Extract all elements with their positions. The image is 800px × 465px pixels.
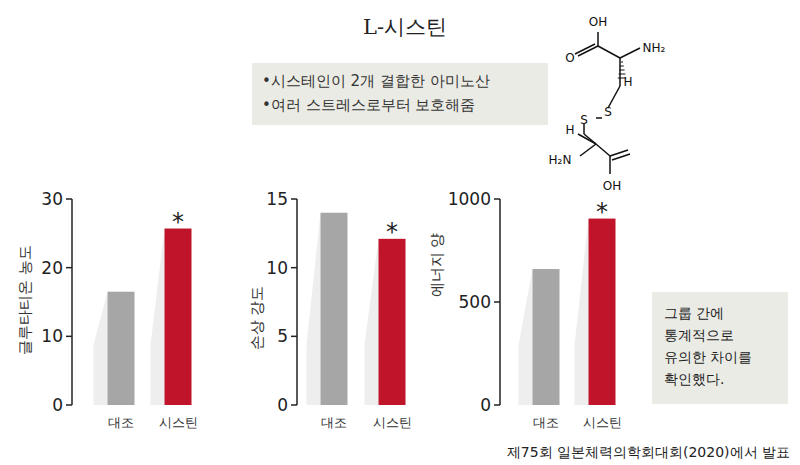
- atom-label: OH: [603, 179, 621, 193]
- y-tick-label: 0: [277, 395, 288, 415]
- side-note: 통계적으로: [664, 327, 734, 343]
- y-tick: [494, 404, 500, 406]
- y-tick: [494, 198, 500, 200]
- page: L-시스틴 •시스테인이 2개 결합한 아미노산 •여러 스트레스로부터 보호해줌 O…: [0, 0, 800, 465]
- chart: 0 10 20 30 글루타티온 농도대조 시스틴 *: [16, 189, 198, 430]
- x-tick-label: 대조: [321, 415, 347, 430]
- molecule: OHONH₂HSSHH₂NOH: [549, 15, 666, 193]
- bond: [596, 144, 610, 156]
- y-tick-label: 500: [459, 292, 491, 312]
- significance-mark: *: [172, 208, 184, 236]
- atom-label: S: [580, 113, 588, 127]
- y-tick-label: 15: [266, 189, 288, 209]
- hash-bond: [619, 70, 624, 71]
- notes-box: [252, 63, 548, 125]
- atom-label: OH: [589, 15, 607, 29]
- chart: 0 5 10 15 손상 강도대조 시스틴 *: [248, 189, 412, 430]
- bar-shade: [151, 229, 165, 405]
- y-tick: [291, 404, 297, 406]
- x-tick-label: 시스틴: [583, 415, 622, 430]
- bars: [94, 229, 192, 405]
- bar: [379, 239, 406, 405]
- bond: [578, 134, 596, 144]
- y-axis: [296, 199, 298, 405]
- bars: [519, 219, 616, 405]
- y-tick-label: 5: [277, 326, 288, 346]
- atom-label: NH₂: [643, 41, 666, 55]
- bar: [108, 292, 135, 405]
- x-tick-label: 대조: [108, 415, 134, 430]
- y-tick: [291, 267, 297, 269]
- bar-shade: [365, 239, 379, 405]
- atom-label: O: [565, 51, 574, 65]
- bar-shade: [575, 219, 589, 405]
- y-tick: [66, 267, 72, 269]
- y-tick: [66, 404, 72, 406]
- y-tick-label: 10: [266, 258, 288, 278]
- side-note: 유의한 차이를: [664, 349, 752, 365]
- bar-shade: [307, 213, 321, 405]
- bond: [580, 144, 596, 156]
- y-tick: [494, 301, 500, 303]
- bar: [165, 229, 192, 405]
- bond: [575, 44, 595, 54]
- bond: [612, 154, 630, 160]
- note: •여러 스트레스로부터 보호해줌: [262, 96, 475, 114]
- hash-bond: [620, 66, 624, 67]
- bond: [597, 32, 599, 46]
- y-axis-label: 에너지 양: [428, 233, 446, 298]
- x-tick-label: 시스틴: [373, 415, 412, 430]
- title: L-시스틴: [363, 15, 447, 39]
- y-axis: [71, 199, 73, 405]
- bar-shade: [519, 269, 533, 405]
- side-note: 그룹 간에: [664, 305, 724, 321]
- y-tick-label: 1000: [448, 189, 491, 209]
- x-tick-label: 시스틴: [159, 415, 198, 430]
- y-tick-label: 0: [480, 395, 491, 415]
- note: •시스테인이 2개 결합한 아미노산: [262, 72, 490, 90]
- y-tick: [291, 336, 297, 338]
- bars: [307, 213, 406, 405]
- bond: [619, 58, 621, 86]
- background: [0, 0, 800, 465]
- y-tick-label: 10: [41, 326, 63, 346]
- canvas: L-시스틴 •시스테인이 2개 결합한 아미노산 •여러 스트레스로부터 보호해줌 O…: [0, 0, 800, 465]
- bond: [609, 156, 611, 174]
- y-tick: [291, 198, 297, 200]
- bond: [620, 48, 640, 58]
- hash-bond: [621, 62, 623, 63]
- bar: [589, 219, 616, 405]
- bar-shade: [94, 292, 108, 405]
- y-tick: [66, 336, 72, 338]
- atom-label: H: [565, 123, 574, 137]
- y-tick-label: 20: [41, 258, 63, 278]
- atom-label: S: [604, 105, 612, 119]
- side-note-box: [652, 292, 788, 404]
- side-note: 확인했다.: [664, 371, 724, 387]
- y-axis-label: 손상 강도: [248, 286, 266, 351]
- bar: [321, 213, 348, 405]
- y-tick-label: 0: [52, 395, 63, 415]
- x-tick-label: 대조: [533, 415, 559, 430]
- significance-mark: *: [386, 218, 398, 246]
- atom-label: H: [623, 75, 632, 89]
- bond: [596, 117, 602, 119]
- y-tick: [66, 198, 72, 200]
- y-tick-label: 30: [41, 189, 63, 209]
- atom-label: H₂N: [549, 153, 572, 167]
- chart: 0 500 1000 에너지 양대조 시스틴 *: [428, 189, 622, 430]
- bond: [598, 46, 620, 58]
- source: 제75회 일본체력의학회대회(2020)에서 발표: [507, 444, 790, 460]
- significance-mark: *: [596, 198, 608, 226]
- y-axis-label: 글루타티온 농도: [16, 245, 34, 355]
- bar: [533, 269, 560, 405]
